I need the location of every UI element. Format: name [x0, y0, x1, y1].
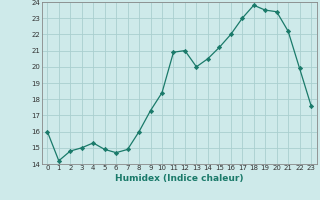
X-axis label: Humidex (Indice chaleur): Humidex (Indice chaleur): [115, 174, 244, 183]
